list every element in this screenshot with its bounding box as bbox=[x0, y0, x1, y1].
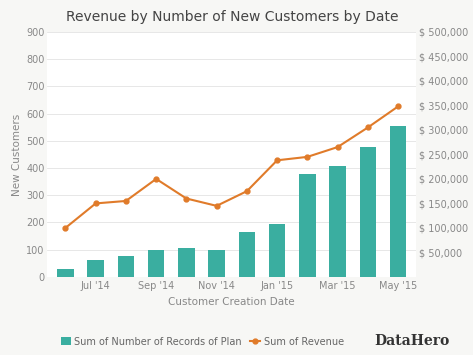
Bar bbox=[118, 256, 134, 277]
Bar bbox=[178, 247, 195, 277]
Sum of Revenue bbox=[335, 145, 341, 149]
Text: DataHero: DataHero bbox=[374, 334, 449, 348]
Bar bbox=[57, 269, 74, 277]
Sum of Revenue bbox=[214, 204, 219, 208]
Bar bbox=[390, 126, 406, 277]
Sum of Revenue bbox=[395, 104, 401, 109]
Y-axis label: Sum of Revenue: Sum of Revenue bbox=[472, 112, 473, 197]
X-axis label: Customer Creation Date: Customer Creation Date bbox=[168, 297, 295, 307]
Sum of Revenue bbox=[62, 226, 68, 230]
Bar bbox=[238, 232, 255, 277]
Sum of Revenue bbox=[274, 158, 280, 163]
Bar bbox=[299, 174, 315, 277]
Sum of Revenue bbox=[184, 196, 189, 201]
Sum of Revenue bbox=[365, 125, 371, 130]
Bar bbox=[208, 251, 225, 277]
Y-axis label: New Customers: New Customers bbox=[12, 113, 22, 196]
Sum of Revenue bbox=[305, 155, 310, 159]
Title: Revenue by Number of New Customers by Date: Revenue by Number of New Customers by Da… bbox=[66, 10, 398, 24]
Bar bbox=[269, 224, 285, 277]
Sum of Revenue bbox=[244, 189, 250, 193]
Bar bbox=[88, 260, 104, 277]
Bar bbox=[329, 166, 346, 277]
Legend: Sum of Number of Records of Plan, Sum of Revenue: Sum of Number of Records of Plan, Sum of… bbox=[57, 333, 348, 350]
Bar bbox=[359, 147, 376, 277]
Bar bbox=[148, 251, 165, 277]
Sum of Revenue bbox=[153, 177, 159, 181]
Line: Sum of Revenue: Sum of Revenue bbox=[63, 104, 401, 230]
Sum of Revenue bbox=[93, 201, 98, 206]
Sum of Revenue bbox=[123, 199, 129, 203]
